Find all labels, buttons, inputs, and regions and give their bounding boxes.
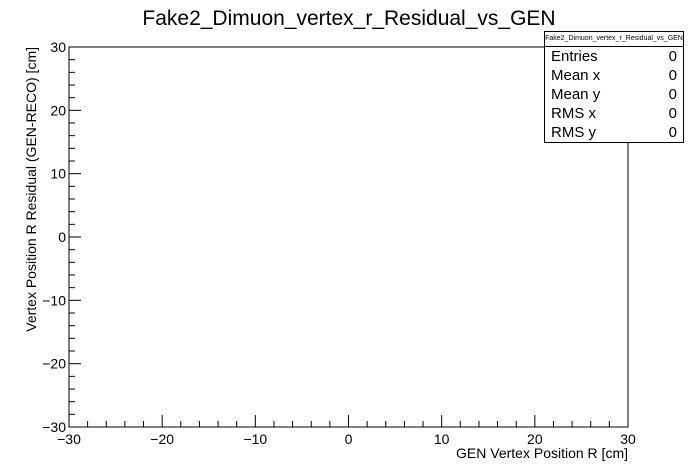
x-tick-label: 0 [345, 431, 353, 447]
stats-title: Fake2_Dimuon_vertex_r_Residual_vs_GEN [545, 32, 683, 47]
x-tick-label: 20 [527, 431, 543, 447]
y-axis-label: Vertex Position R Residual (GEN-RECO) [c… [23, 47, 39, 332]
stats-value: 0 [668, 105, 677, 122]
chart-title: Fake2_Dimuon_vertex_r_Residual_vs_GEN [142, 7, 555, 30]
y-tick-label: 10 [50, 166, 66, 182]
x-tick-label: 10 [434, 431, 450, 447]
stats-value: 0 [668, 67, 677, 84]
y-tick-label: 20 [50, 102, 66, 118]
stats-label: Entries [551, 48, 598, 65]
x-tick-label: −20 [150, 431, 174, 447]
stats-label: Mean y [551, 86, 601, 103]
stats-box: Fake2_Dimuon_vertex_r_Residual_vs_GEN En… [544, 31, 684, 143]
x-axis-ticks [68, 415, 629, 427]
y-tick-label: −20 [42, 356, 66, 372]
stats-label: RMS x [551, 105, 596, 122]
x-tick-label: 30 [620, 431, 636, 447]
y-tick-label: 0 [58, 229, 66, 245]
y-axis-tick-labels: −30 −20 −10 0 10 20 30 [42, 39, 66, 435]
stats-value: 0 [668, 48, 677, 65]
stats-value: 0 [668, 86, 677, 103]
stats-label: RMS y [551, 124, 596, 141]
y-axis-ticks [69, 46, 81, 428]
x-axis-label: GEN Vertex Position R [cm] [456, 445, 628, 461]
stats-value: 0 [668, 124, 677, 141]
stats-label: Mean x [551, 67, 601, 84]
y-tick-label: 30 [50, 39, 66, 55]
y-tick-label: −10 [42, 292, 66, 308]
x-axis-tick-labels: −30 −20 −10 0 10 20 30 [57, 431, 636, 447]
stats-row-rms-y: RMS y 0 [545, 123, 683, 142]
stats-row-rms-x: RMS x 0 [545, 104, 683, 123]
stats-row-entries: Entries 0 [545, 47, 683, 66]
y-tick-label: −30 [42, 419, 66, 435]
x-tick-label: −10 [243, 431, 267, 447]
x-tick-label: −30 [57, 431, 81, 447]
stats-row-mean-x: Mean x 0 [545, 66, 683, 85]
stats-row-mean-y: Mean y 0 [545, 85, 683, 104]
